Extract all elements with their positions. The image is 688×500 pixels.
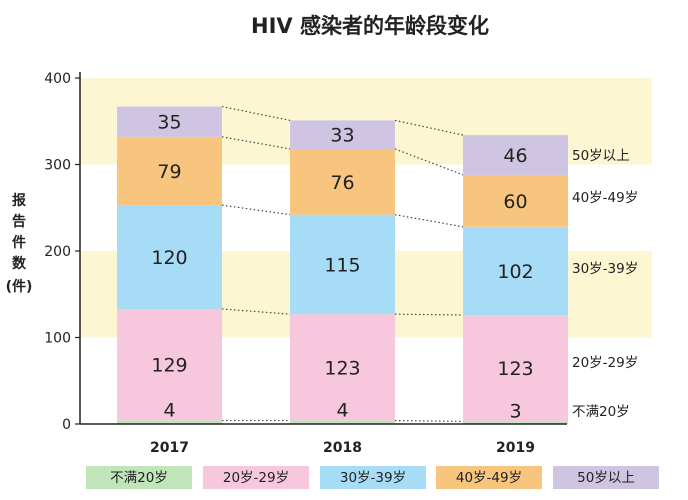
x-axis-ticks: 2017 2018 2019 (150, 440, 535, 456)
series-side-label: 不满20岁 (572, 404, 630, 420)
data-label-2017-series-4: 35 (157, 112, 181, 134)
legend-label: 20岁-29岁 (223, 470, 289, 486)
bar-2019-series-4 (463, 135, 568, 175)
legend-swatch (553, 466, 659, 489)
legend-swatch (436, 466, 542, 489)
legend-label: 40岁-49岁 (456, 470, 522, 486)
data-label-2018-series-0: 4 (336, 400, 348, 422)
series-side-label: 20岁-29岁 (572, 355, 638, 371)
bar-2018-series-1 (290, 314, 395, 421)
connector-line (221, 308, 291, 315)
bar-2018-series-4 (290, 120, 395, 149)
y-axis-label-char: 数 (12, 255, 27, 272)
x-tick-label: 2019 (496, 440, 535, 456)
bar-2017-series-1 (117, 308, 222, 421)
y-tick-label: 400 (44, 71, 71, 87)
data-label-2017-series-3: 79 (157, 161, 181, 183)
connector-lines (221, 105, 464, 423)
data-label-2017-series-0: 4 (163, 400, 175, 422)
legend-label: 30岁-39岁 (340, 470, 406, 486)
data-label-2017-series-2: 120 (151, 247, 187, 269)
legend-swatch (86, 466, 192, 489)
y-axis-label-char: 件 (12, 234, 26, 251)
y-axis-label-char: 告 (12, 213, 26, 230)
chart-title: HIV 感染者的年龄段变化 (251, 14, 489, 38)
connector-line (394, 419, 464, 423)
connector-line (394, 148, 464, 176)
connector-line (394, 313, 464, 316)
x-tick-label: 2017 (150, 440, 189, 456)
y-tick-label: 300 (44, 158, 71, 174)
series-side-label: 40岁-49岁 (572, 190, 638, 206)
data-label-2018-series-2: 115 (324, 254, 360, 276)
axes (79, 72, 567, 425)
bar-2019-series-2 (463, 226, 568, 316)
data-label-2018-series-3: 76 (330, 172, 354, 194)
x-tick-label: 2018 (323, 440, 362, 456)
bar-2019-series-1 (463, 315, 568, 422)
data-label-2019-series-2: 102 (497, 261, 533, 283)
data-label-2017-series-1: 129 (151, 355, 187, 377)
bar-2019-series-0 (463, 421, 568, 424)
series-side-label: 30岁-39岁 (572, 261, 638, 277)
connector-line (394, 214, 464, 228)
data-label-2018-series-1: 123 (324, 357, 360, 379)
data-label-2019-series-0: 3 (509, 400, 521, 422)
bar-2017-series-3 (117, 136, 222, 206)
connector-line (221, 204, 291, 216)
bar-2017-series-2 (117, 205, 222, 309)
data-label-2019-series-4: 46 (503, 145, 527, 167)
bar-2018-series-3 (290, 148, 395, 215)
data-label-2018-series-4: 33 (330, 125, 354, 147)
legend-label: 不满20岁 (110, 470, 168, 486)
bar-2019-series-3 (463, 174, 568, 227)
y-axis-ticks: 0 100 200 300 400 (44, 71, 80, 433)
legend-label: 50岁以上 (577, 470, 635, 486)
y-tick-label: 0 (62, 417, 71, 433)
bar-2017-series-4 (117, 106, 222, 137)
bar-2017-series-0 (117, 420, 222, 424)
legend-swatch (320, 466, 426, 489)
legend: 不满20岁 20岁-29岁 30岁-39岁 40岁-49岁 50岁以上 (86, 466, 659, 489)
y-axis-label-char: 报 (12, 193, 26, 209)
bar-2018-series-2 (290, 214, 395, 315)
y-axis-label-unit: (件) (6, 278, 33, 295)
bar-segments (117, 106, 568, 424)
bar-2018-series-0 (290, 420, 395, 424)
y-tick-label: 200 (44, 244, 71, 260)
legend-swatch (203, 466, 309, 489)
data-label-2019-series-3: 60 (503, 191, 527, 213)
series-side-label: 50岁以上 (572, 148, 630, 164)
data-label-2019-series-1: 123 (497, 358, 533, 380)
y-tick-label: 100 (44, 331, 71, 347)
series-side-labels: 不满20岁 20岁-29岁 30岁-39岁 40岁-49岁 50岁以上 (572, 148, 638, 420)
